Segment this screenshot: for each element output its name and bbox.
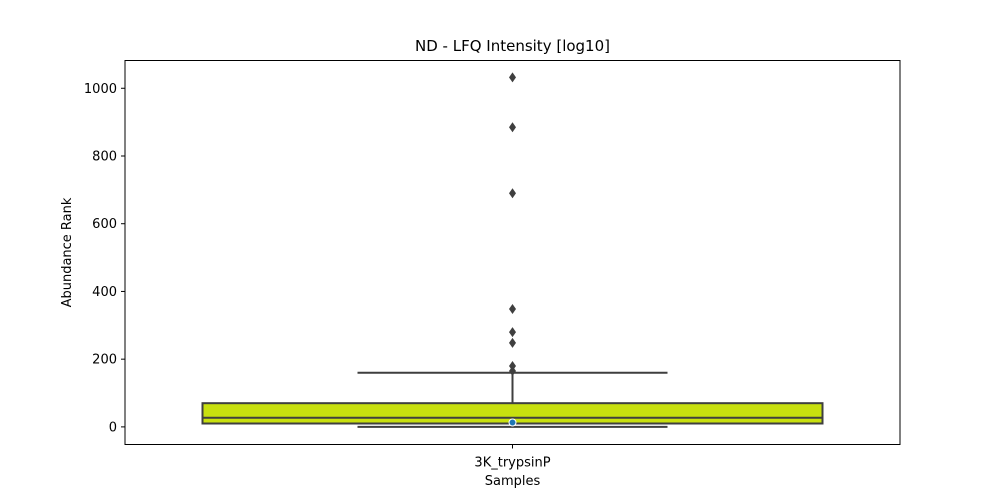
y-tick-label: 800 — [92, 149, 117, 164]
y-tick-label: 0 — [109, 420, 117, 435]
mean-marker — [508, 418, 517, 427]
outlier-point — [509, 337, 516, 348]
y-axis: 0 200 400 600 800 1000 — [84, 82, 125, 435]
chart-title: ND - LFQ Intensity [log10] — [415, 37, 610, 55]
y-axis-label: Abundance Rank — [60, 197, 75, 307]
box-marks — [201, 72, 824, 428]
outlier-point — [509, 304, 516, 315]
outlier-point — [509, 366, 516, 377]
x-tick-label: 3K_trypsinP — [474, 456, 550, 471]
outlier-point — [509, 188, 516, 199]
x-axis: 3K_trypsinP — [474, 444, 551, 471]
x-axis-label: Samples — [485, 474, 541, 489]
y-tick-label: 1000 — [84, 82, 117, 97]
outlier-point — [509, 122, 516, 133]
outlier-point — [509, 327, 516, 338]
y-tick-label: 200 — [92, 353, 117, 368]
outlier-point — [509, 360, 516, 371]
y-tick-label: 400 — [92, 285, 117, 300]
outlier-point — [509, 72, 516, 83]
y-tick-label: 600 — [92, 217, 117, 232]
